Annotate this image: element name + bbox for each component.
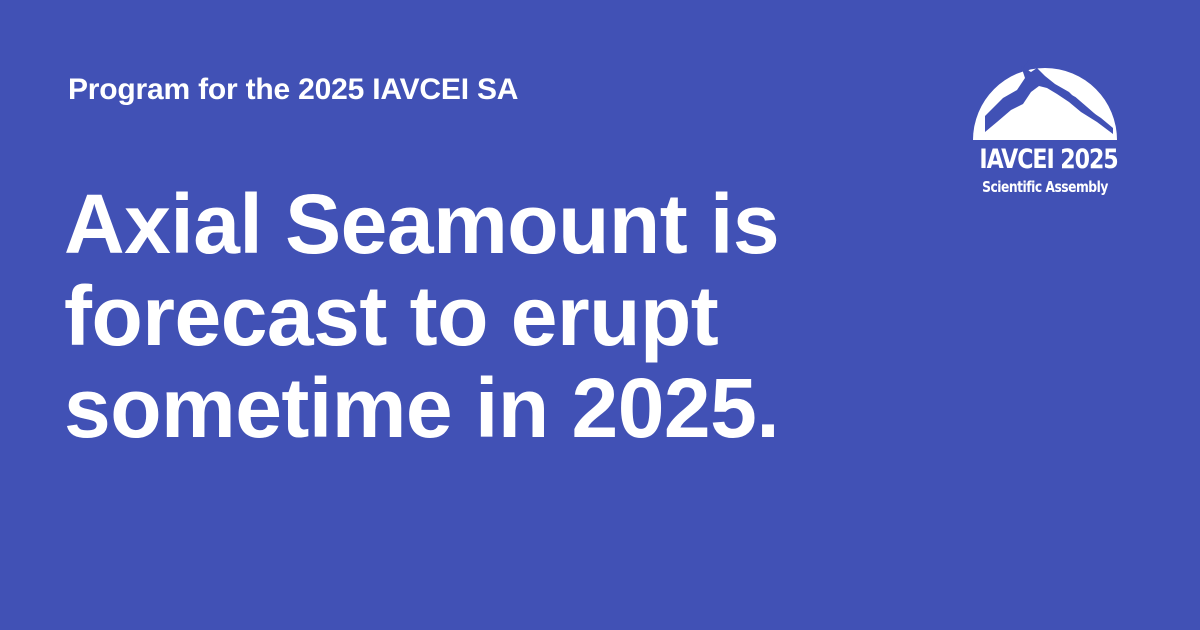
program-kicker: Program for the 2025 IAVCEI SA xyxy=(68,73,519,106)
headline-line-1: Axial Seamount is xyxy=(64,177,780,271)
iavcei-logo: IAVCEI 2025 Scientific Assembly xyxy=(965,56,1125,206)
headline-line-2: forecast to erupt xyxy=(64,269,719,363)
headline: Axial Seamount is forecast to erupt some… xyxy=(64,178,924,454)
volcano-dome-icon xyxy=(973,60,1117,140)
logo-subtitle: Scientific Assembly xyxy=(982,178,1108,196)
logo-title: IAVCEI 2025 xyxy=(979,144,1118,175)
headline-line-3: sometime in 2025. xyxy=(64,361,780,455)
